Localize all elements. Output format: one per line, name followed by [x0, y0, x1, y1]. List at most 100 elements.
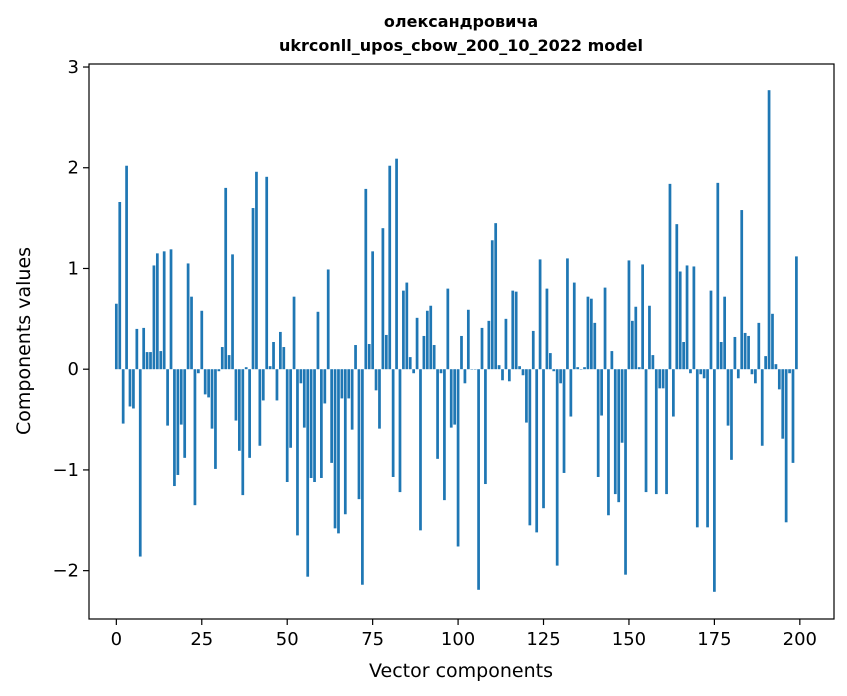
bar-45: [268, 366, 272, 370]
bar-67: [343, 369, 347, 515]
bar-130: [559, 369, 562, 384]
bar-125: [542, 369, 545, 509]
bar-56: [306, 369, 310, 577]
bar-128: [552, 369, 556, 372]
bar-162: [668, 183, 672, 370]
bar-84: [402, 290, 405, 370]
bar-138: [586, 296, 590, 370]
bar-102: [463, 369, 467, 384]
bar-90: [422, 335, 426, 370]
bar-65: [337, 369, 340, 534]
bar-28: [210, 369, 214, 429]
x-tick-label: 100: [441, 629, 475, 650]
bar-111: [494, 223, 498, 370]
bar-142: [600, 369, 603, 416]
bar-78: [381, 228, 385, 370]
bar-25: [200, 310, 204, 370]
bar-30: [217, 369, 221, 372]
bar-100: [456, 369, 460, 547]
bar-187: [754, 369, 757, 384]
bar-103: [466, 309, 470, 370]
bar-178: [723, 296, 727, 370]
bar-15: [166, 369, 169, 426]
bar-8: [142, 327, 146, 370]
bar-179: [726, 369, 730, 426]
chart-title: олександровича: [384, 12, 538, 31]
bar-26: [203, 369, 207, 395]
bar-86: [408, 357, 412, 370]
bar-181: [733, 336, 737, 370]
bar-126: [545, 288, 549, 370]
bar-40: [251, 208, 255, 370]
bar-97: [446, 288, 450, 370]
bar-85: [405, 282, 409, 370]
bar-113: [501, 369, 504, 381]
bar-132: [566, 258, 569, 370]
bar-133: [569, 369, 573, 417]
bar-41: [255, 171, 258, 370]
bar-160: [661, 369, 665, 389]
bar-3: [125, 165, 128, 370]
bar-66: [340, 369, 344, 399]
bar-9: [145, 352, 149, 370]
x-tick-label: 125: [526, 629, 560, 650]
bar-119: [521, 369, 525, 376]
y-tick-label: 0: [68, 359, 79, 380]
bar-29: [214, 369, 217, 469]
x-tick-label: 50: [276, 629, 299, 650]
bar-155: [644, 369, 648, 493]
bar-47: [275, 369, 279, 401]
bar-31: [220, 347, 224, 370]
bar-112: [497, 365, 501, 370]
bar-74: [367, 344, 371, 370]
bar-46: [272, 342, 275, 370]
bar-150: [627, 260, 631, 370]
x-tick-label: 75: [361, 629, 384, 650]
bar-134: [572, 282, 576, 370]
bar-176: [716, 182, 720, 370]
bar-14: [162, 251, 166, 370]
bar-95: [439, 369, 443, 374]
bar-116: [511, 290, 515, 370]
bar-109: [487, 320, 491, 370]
y-tick-label: 2: [68, 158, 79, 179]
bar-62: [326, 269, 330, 370]
bar-23: [193, 369, 197, 506]
bar-43: [261, 369, 265, 401]
bar-5: [132, 369, 135, 409]
bar-145: [610, 351, 614, 370]
bar-91: [425, 310, 429, 370]
bar-34: [231, 254, 234, 370]
bar-182: [736, 369, 740, 379]
bar-42: [258, 369, 262, 446]
bar-127: [548, 353, 552, 370]
bar-58: [313, 369, 316, 483]
bar-69: [350, 369, 354, 430]
bar-80: [388, 165, 392, 370]
bar-158: [654, 369, 658, 495]
bar-139: [590, 298, 593, 370]
bar-1: [118, 201, 122, 370]
bar-199: [795, 256, 798, 370]
bar-20: [183, 369, 187, 458]
bar-22: [190, 296, 193, 370]
bar-53: [296, 369, 299, 536]
bar-169: [692, 266, 696, 370]
bar-96: [443, 369, 446, 501]
plot-frame: [88, 63, 835, 620]
bar-79: [384, 334, 388, 370]
bar-2: [121, 369, 125, 424]
bar-195: [781, 369, 785, 439]
bar-144: [607, 369, 610, 516]
bar-87: [412, 369, 416, 374]
y-tick-label: 1: [68, 258, 79, 279]
bar-75: [371, 251, 375, 370]
bar-18: [176, 369, 180, 475]
bar-6: [135, 328, 139, 370]
bar-123: [535, 369, 539, 533]
bar-73: [364, 188, 368, 370]
bar-183: [740, 210, 744, 370]
bar-92: [429, 305, 433, 370]
bar-121: [528, 369, 532, 526]
